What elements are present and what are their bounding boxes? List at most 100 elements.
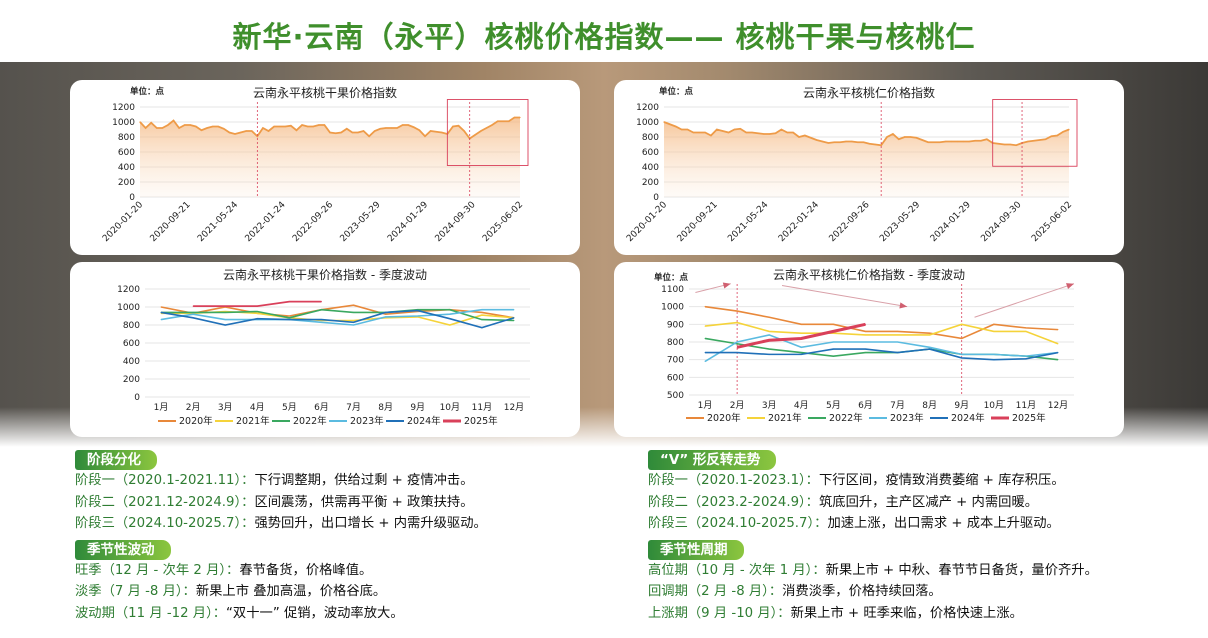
x-tick-label: 8月 [378, 402, 393, 413]
kernel-seasonal-chart: 云南永平核桃仁价格指数 - 季度波动 单位：点 500 600 700 800 900 100… [654, 267, 1075, 424]
data-point [353, 304, 355, 306]
data-point [961, 357, 963, 359]
series-line-2020年 [160, 304, 515, 319]
data-point [710, 134, 712, 137]
data-point [1025, 358, 1027, 360]
left-notes: 阶段分化 阶段一（2020.1-2021.11）：下行调整期，供给过剩 + 疫情… [75, 449, 487, 624]
data-point [800, 346, 802, 348]
note-line: 波动期（11 月 -12 月）：“双十一” 促销，波动率放大。 [75, 605, 404, 621]
legend-label: 2021年 [768, 412, 802, 424]
data-point [864, 352, 866, 354]
data-point [385, 316, 387, 318]
data-point [267, 130, 270, 132]
chart-title: 云南永平核桃干果价格指数 - 季度波动 [223, 267, 427, 282]
y-tick-label: 0 [653, 193, 659, 203]
series-line-2021年 [704, 321, 1059, 345]
trend-arrow-head [1066, 283, 1074, 290]
note-line: 阶段一（2020.1-2021.11）：下行调整期，供给过剩 + 疫情冲击。 [75, 473, 474, 488]
x-tick-label: 9月 [954, 400, 969, 411]
section-badge: 季节性周期 [648, 539, 744, 560]
data-point [192, 317, 194, 319]
note-line: 高位期（10 月 - 次年 1 月）：新果上市 + 中秋、春节节日备货，量价齐升… [648, 562, 1098, 578]
data-point [769, 133, 771, 135]
trend-arrow-head [899, 302, 908, 309]
x-tick-label: 6月 [858, 400, 873, 411]
x-tick-label: 2022-01-24 [244, 200, 288, 244]
data-point [897, 352, 899, 354]
x-tick-label: 9月 [410, 402, 425, 413]
data-point [681, 128, 683, 131]
data-point [832, 341, 834, 343]
legend-label: 2025年 [1012, 412, 1046, 424]
data-point [184, 124, 186, 126]
x-tick-label: 2024-01-29 [929, 200, 973, 244]
x-tick-label: 7月 [346, 402, 361, 413]
y-tick-label: 700 [667, 356, 684, 366]
data-point [481, 309, 483, 311]
x-tick-label: 2024-09-30 [979, 200, 1023, 244]
data-point [441, 131, 443, 134]
data-point [698, 131, 700, 134]
y-tick-label: 1200 [117, 285, 140, 295]
unit-label: 单位：点 [130, 86, 165, 97]
series-line-2023年 [704, 334, 1059, 363]
data-point [736, 310, 738, 312]
data-point [485, 127, 488, 129]
highlight-box [446, 99, 529, 166]
x-tick-label: 12月 [1048, 400, 1068, 411]
data-point [449, 318, 451, 320]
data-point [774, 132, 777, 134]
data-point [692, 131, 694, 134]
data-point [993, 323, 995, 325]
data-point [508, 120, 510, 122]
data-point [481, 319, 483, 321]
x-tick-label: 4月 [794, 400, 809, 411]
data-point [929, 348, 931, 350]
data-point [424, 135, 426, 137]
data-point [864, 348, 866, 350]
trend-arrow [974, 283, 1075, 318]
data-point [256, 312, 258, 314]
data-point [736, 346, 738, 348]
x-tick-label: 2020-01-20 [101, 200, 145, 244]
data-point [961, 323, 963, 325]
legend-label: 2020年 [179, 415, 213, 427]
x-tick-label: 2021-05-24 [726, 200, 770, 244]
kernel-seasonal-chart-card: 云南永平核桃仁价格指数 - 季度波动 单位：点 500 600 700 800 900 100… [614, 262, 1124, 437]
data-point [144, 127, 147, 129]
x-tick-label: 2月 [730, 400, 745, 411]
dry-seasonal-chart: 云南永平核桃干果价格指数 - 季度波动 0 200 400 600 800 1000 1200… [117, 267, 530, 427]
data-point [993, 330, 995, 332]
data-point [167, 124, 169, 126]
data-point [804, 134, 806, 137]
legend-label: 2023年 [350, 415, 384, 427]
data-point [192, 313, 194, 315]
data-point [974, 140, 976, 142]
data-point [857, 141, 859, 143]
x-tick-label: 5月 [282, 402, 297, 413]
data-point [739, 128, 741, 130]
data-point [1056, 134, 1058, 137]
y-tick-label: 0 [134, 393, 140, 403]
data-point [997, 143, 1000, 145]
y-tick-label: 900 [667, 320, 684, 330]
data-point [481, 311, 483, 313]
data-point [502, 120, 504, 122]
data-point [368, 135, 370, 137]
data-point [357, 131, 359, 134]
data-point [323, 124, 326, 126]
x-tick-label: 11月 [1016, 400, 1036, 411]
data-point [189, 124, 191, 126]
data-point [353, 324, 355, 326]
data-point [669, 123, 671, 125]
y-tick-label: 1000 [117, 303, 140, 313]
data-point [736, 343, 738, 345]
data-point [768, 353, 770, 355]
data-point [845, 140, 847, 143]
x-tick-label: 2024-01-29 [386, 200, 430, 244]
data-point [704, 360, 706, 362]
x-tick-label: 2022-01-24 [777, 200, 821, 244]
data-point [768, 334, 770, 336]
unit-label: 单位：点 [659, 86, 694, 97]
data-point [1025, 355, 1027, 357]
